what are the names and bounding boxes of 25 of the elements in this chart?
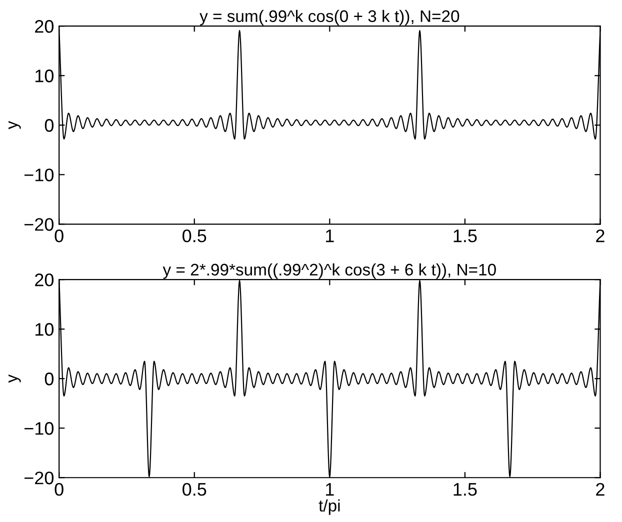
chart-title: y = 2*.99*sum((.99^2)^k cos(3 + 6 k t)), N=10 [162, 263, 496, 279]
x-tick-label: 1.5 [454, 230, 477, 242]
y-tick-label: 20 [35, 20, 54, 33]
y-tick-label: 10 [36, 323, 54, 336]
x-tick-label: 2 [596, 229, 604, 242]
x-axis-title: t/pi [318, 499, 340, 515]
y-axis-title: y [8, 374, 21, 383]
x-tick-label: 0 [54, 482, 64, 496]
y-axis-title: y [8, 120, 21, 130]
x-tick-label: 0.5 [182, 482, 206, 496]
x-tick-label: 1 [326, 483, 334, 496]
y-tick-label: 20 [35, 274, 54, 286]
y-tick-label: −10 [24, 422, 54, 435]
x-tick-label: 0 [54, 229, 64, 242]
y-tick-label: 0 [44, 119, 54, 132]
chart-title: y = sum(.99^k cos(0 + 3 k t)), N=20 [200, 10, 460, 26]
x-tick-label: 1 [326, 230, 334, 242]
y-tick-label: 0 [44, 372, 54, 386]
x-tick-label: 0.5 [182, 229, 206, 242]
y-tick-label: 10 [36, 70, 54, 82]
y-tick-label: −10 [24, 168, 54, 182]
x-tick-label: 2 [596, 482, 604, 496]
y-tick-label: −20 [24, 472, 54, 484]
x-tick-label: 1.5 [454, 483, 477, 496]
y-tick-label: −20 [24, 218, 54, 231]
